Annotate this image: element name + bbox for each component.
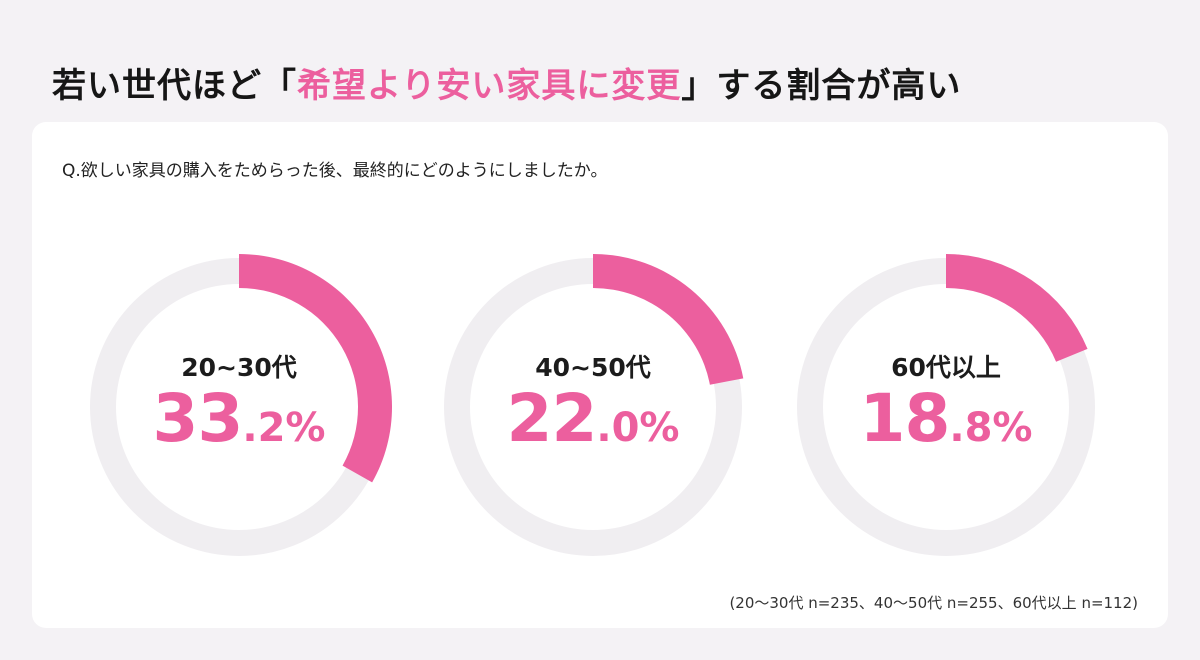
survey-question: Q.欲しい家具の購入をためらった後、最終的にどのようにしましたか。: [62, 161, 608, 181]
donut-svg: [444, 254, 744, 556]
percent-value-60-plus: 18.8%: [791, 386, 1101, 452]
percent-dec: .0%: [596, 405, 680, 451]
group-label-40-50: 40~50代: [535, 353, 651, 382]
donut-svg: [797, 254, 1095, 556]
percent-value-40-50: 22.0%: [438, 386, 748, 452]
donut-slice-20-30: [239, 254, 392, 483]
group-label-60-plus: 60代以上: [891, 353, 1001, 382]
percent-dec: .2%: [242, 405, 326, 451]
title-highlight: 希望より安い家具に変更: [297, 66, 682, 106]
donut-chart-60-plus: 60代以上 18.8%: [791, 252, 1101, 562]
percent-value-20-30: 33.2%: [84, 386, 394, 452]
percent-int: 33: [152, 380, 244, 457]
donut-svg: [90, 254, 392, 556]
donut-slice-40-50: [593, 254, 744, 385]
donut-chart-20-30: 20~30代 33.2%: [84, 252, 394, 562]
donut-slice-60-plus: [946, 254, 1088, 362]
donut-chart-40-50: 40~50代 22.0%: [438, 252, 748, 562]
percent-int: 18: [859, 380, 951, 457]
group-label-20-30: 20~30代: [181, 353, 297, 382]
percent-dec: .8%: [949, 405, 1033, 451]
chart-title: 若い世代ほど「希望より安い家具に変更」する割合が高い: [52, 58, 961, 107]
percent-int: 22: [506, 380, 598, 457]
title-suffix: 」する割合が高い: [681, 66, 962, 106]
sample-size-note: (20〜30代 n=235、40〜50代 n=255、60代以上 n=112): [729, 594, 1138, 612]
title-prefix: 若い世代ほど「: [52, 66, 297, 106]
